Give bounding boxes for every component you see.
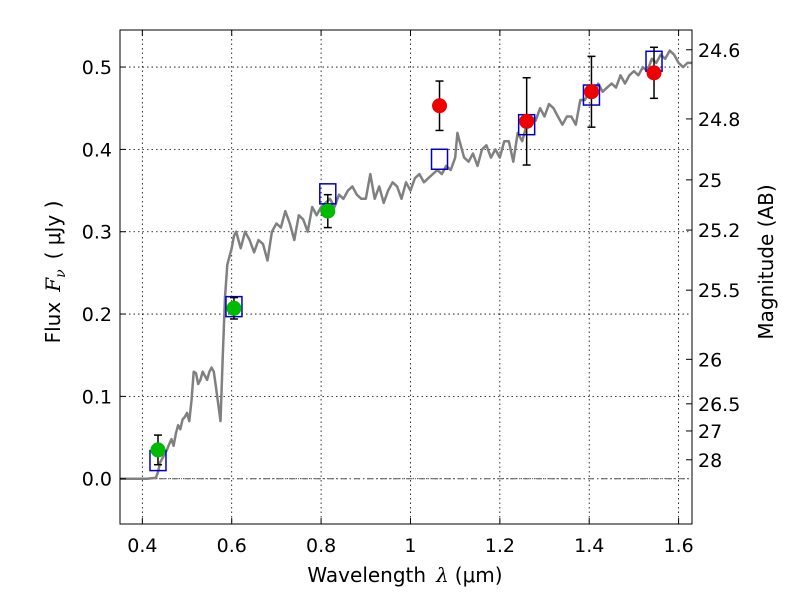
x-axis-symbol: λ [435,563,449,587]
x-tick-label: 0.8 [306,535,336,557]
y-tick-label: 0.1 [82,386,112,408]
photometry-point [432,98,448,114]
x-axis-title-text: Wavelength [307,563,426,587]
y-axis-title: Flux Fν ( μJy ) [41,201,69,344]
y-tick-label: 0.4 [82,139,112,161]
photometry-point [226,300,242,316]
x-tick-label: 0.6 [217,535,247,557]
right-axis-title: Magnitude (AB) [754,184,778,339]
x-tick-label: 0.4 [127,535,157,557]
magnitude-tick-label: 28 [698,450,722,472]
grid-lines [120,30,692,524]
photometry-markers [149,46,663,472]
plot-frame [119,29,693,525]
y-tick-label: 0.0 [82,469,112,491]
x-tick-label: 1 [404,535,416,557]
magnitude-tick-label: 25 [698,170,722,192]
photometry-point [583,84,599,100]
y-tick-label: 0.3 [82,222,112,244]
magnitude-tick-label: 27 [698,421,722,443]
photometry-point [150,442,166,458]
photometry-point [320,203,336,219]
magnitude-tick-label: 25.5 [698,280,740,302]
x-tick-label: 1.6 [663,535,693,557]
magnitude-tick-label: 25.2 [698,220,740,242]
y-tick-label: 0.2 [82,304,112,326]
spectrum-series [120,49,692,480]
x-tick-label: 1.4 [574,535,604,557]
y-axis-title-text: Flux [41,302,65,344]
y-axis-symbol: F [41,277,65,293]
axis-ticks: 0.4 0.6 0.8 1 1.2 1.4 1.6 0.0 0.1 0.2 0.3 0.4 0.5 24.… [82,30,740,557]
model-spectrum-line [120,49,692,480]
magnitude-tick-label: 24.8 [698,109,740,131]
magnitude-tick-label: 26 [698,349,722,371]
y-tick-label: 0.5 [82,57,112,79]
x-axis-unit: (μm) [455,563,503,587]
y-axis-unit: ( μJy ) [41,201,65,260]
model-photometry-square [430,148,449,171]
magnitude-tick-label: 24.6 [698,40,740,62]
magnitude-tick-label: 26.5 [698,394,740,416]
x-tick-label: 1.2 [485,535,515,557]
photometry-point [519,113,535,129]
y-axis-subscript: ν [53,269,69,278]
photometry-point [646,65,662,81]
x-axis-title: Wavelength λ (μm) [307,563,502,587]
